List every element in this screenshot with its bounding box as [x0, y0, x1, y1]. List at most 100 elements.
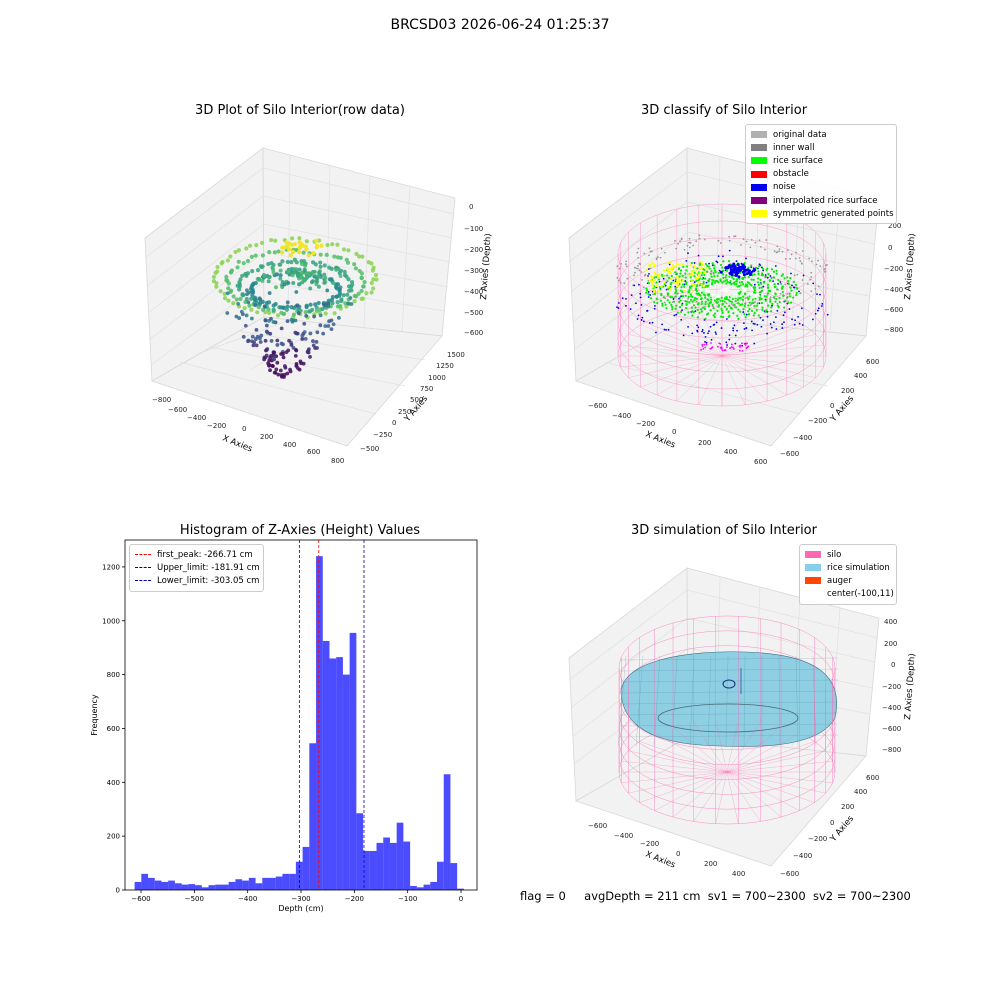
rice-surface-point: [795, 294, 798, 297]
rice-surface-point: [760, 297, 763, 300]
raw-point: [280, 250, 285, 255]
histogram-xtick-label: −300: [291, 895, 310, 903]
silo-floor-spoke: [726, 771, 800, 811]
noise-point: [665, 329, 667, 331]
noise-point: [639, 296, 642, 299]
noise-point: [816, 309, 819, 312]
rice-surface-point: [717, 281, 720, 284]
legend-label: rice simulation: [827, 562, 890, 573]
raw-point: [269, 237, 274, 243]
rice-surface-point: [755, 304, 758, 307]
raw-point: [315, 276, 320, 281]
rice-surface-point: [703, 307, 707, 310]
raw-point: [291, 281, 296, 286]
raw-point: [304, 313, 309, 318]
cls-ytick: −200: [808, 417, 827, 425]
raw-point: [362, 279, 367, 285]
raw-floor-pane: [151, 316, 443, 447]
rice-surface-point: [645, 291, 648, 294]
rice-surface-point: [760, 286, 763, 289]
symmetric-point: [690, 290, 693, 293]
original-data-point: [790, 253, 793, 256]
rice-surface-point: [713, 274, 716, 278]
noise-point: [730, 264, 734, 268]
raw-ytick: 1250: [436, 362, 454, 370]
raw-point: [263, 318, 268, 322]
raw-point: [337, 270, 342, 275]
raw-point: [254, 343, 259, 348]
original-data-point: [766, 294, 769, 297]
rice-surface-point: [735, 280, 738, 283]
raw-point: [268, 368, 272, 373]
rice-surface-point: [743, 292, 747, 295]
raw-point: [273, 238, 278, 243]
rice-surface-point: [787, 282, 790, 285]
rice-surface-point: [759, 278, 762, 282]
symmetric-point: [651, 284, 654, 287]
sim-ztick: 400: [884, 618, 897, 626]
rice-surface-point: [754, 286, 757, 289]
noise-point: [741, 344, 744, 347]
raw-point: [245, 258, 251, 264]
noise-point: [638, 283, 640, 286]
rice-surface-point: [684, 272, 687, 275]
rice-surface-point: [726, 281, 730, 284]
symmetric-point: [692, 270, 695, 273]
rice-surface-point: [713, 312, 717, 315]
raw-point: [297, 236, 302, 241]
noise-point: [646, 310, 648, 312]
raw-point: [241, 261, 246, 266]
original-data-point: [776, 302, 779, 305]
raw-point: [346, 248, 351, 253]
rice-surface-point: [707, 265, 711, 268]
rice-surface-point: [760, 282, 763, 285]
rice-surface-point: [767, 304, 770, 307]
histogram-bar: [322, 640, 330, 890]
raw-point: [345, 292, 350, 297]
symmetric-point: [678, 277, 681, 281]
rice-surface-point: [750, 278, 753, 281]
raw-point: [325, 288, 330, 293]
silo-floor-spoke: [654, 733, 728, 773]
legend-item: original data: [751, 128, 891, 141]
rice-surface-point: [725, 295, 728, 299]
silo-floor-spoke: [654, 771, 728, 811]
original-data-point: [625, 265, 628, 268]
noise-point: [737, 275, 741, 279]
raw-point: [281, 342, 285, 347]
rice-surface-point: [741, 303, 744, 306]
raw-point: [360, 254, 365, 259]
noise-point: [701, 330, 703, 333]
raw-point: [249, 307, 254, 312]
raw-point: [275, 313, 281, 318]
noise-point: [793, 323, 796, 326]
rice-gap: [700, 288, 710, 292]
rice-surface-point: [754, 266, 758, 269]
histogram-ytick-label: 800: [107, 671, 120, 679]
legend-label: auger: [827, 575, 852, 586]
rice-mesh-line: [725, 655, 729, 747]
interpolated-point: [719, 346, 722, 349]
raw-point: [250, 339, 254, 344]
noise-point: [777, 283, 779, 285]
symmetric-point: [698, 267, 702, 271]
raw-point: [373, 273, 379, 278]
original-data-point: [776, 245, 779, 248]
original-data-point: [638, 262, 641, 265]
rice-surface-point: [772, 270, 776, 273]
symmetric-point: [649, 274, 653, 278]
raw-point: [371, 277, 376, 282]
symmetric-point: [690, 270, 693, 273]
noise-point: [743, 268, 747, 272]
original-data-point: [634, 271, 636, 274]
legend-label: noise: [773, 182, 796, 193]
raw-point: [215, 269, 220, 274]
rice-surface-point: [722, 260, 725, 263]
noise-point: [783, 321, 785, 324]
raw-point: [345, 260, 351, 265]
original-data-point: [637, 264, 639, 267]
noise-point: [736, 263, 740, 267]
rice-surface-point: [707, 304, 711, 307]
noise-point: [791, 284, 793, 287]
rice-surface-point: [678, 305, 682, 309]
